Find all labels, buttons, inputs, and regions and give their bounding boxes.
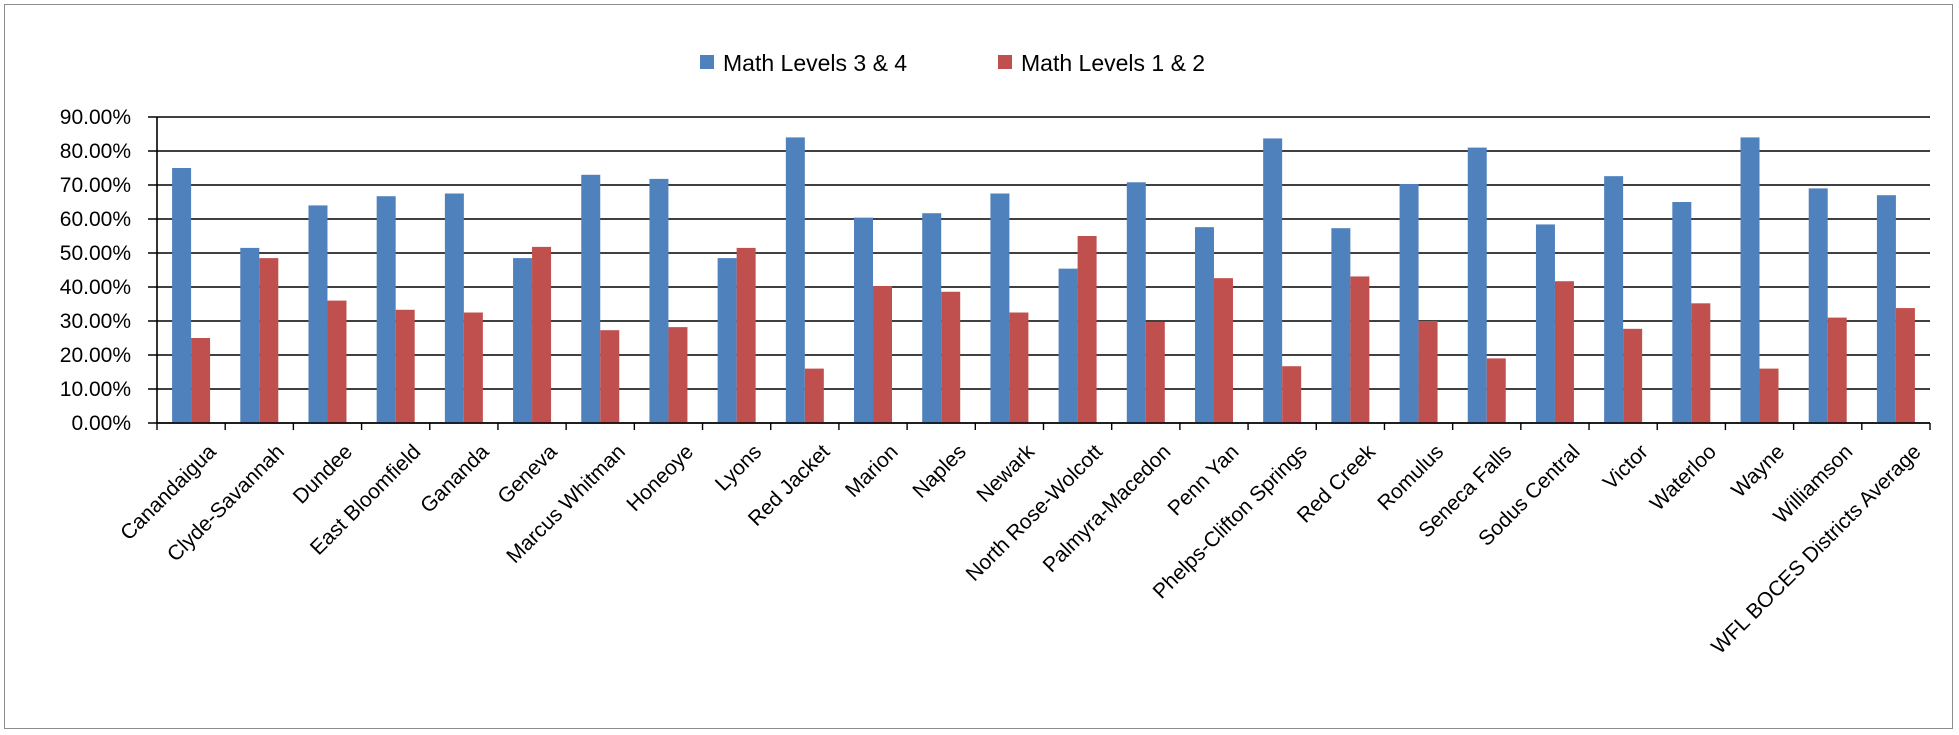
bar-levels-3-4 (1331, 228, 1351, 423)
bar-levels-1-2 (668, 327, 688, 423)
bar-levels-1-2 (1827, 317, 1847, 423)
bar-levels-3-4 (1194, 227, 1214, 423)
x-category-label: Geneva (493, 440, 561, 508)
bar-levels-1-2 (1895, 308, 1915, 423)
y-tick-label: 90.00% (60, 106, 131, 129)
bar-levels-1-2 (941, 291, 961, 423)
bar-levels-3-4 (513, 258, 533, 423)
legend: Math Levels 3 & 4 Math Levels 1 & 2 (700, 50, 1205, 76)
bar-levels-3-4 (1399, 183, 1419, 423)
x-category-label: Gananda (416, 440, 494, 518)
bar-levels-3-4 (854, 217, 874, 423)
bar-levels-1-2 (1009, 312, 1029, 423)
bar-levels-1-2 (600, 330, 620, 423)
x-category-label: Palmyra-Macedon (1039, 440, 1176, 577)
legend-swatch (998, 55, 1012, 69)
y-tick-label: 40.00% (60, 276, 131, 299)
y-tick-label: 70.00% (60, 174, 131, 197)
legend-label: Math Levels 3 & 4 (723, 50, 907, 76)
bar-levels-1-2 (873, 285, 893, 423)
bar-levels-1-2 (395, 309, 415, 423)
bar-levels-3-4 (172, 168, 192, 423)
x-category-label: Naples (908, 440, 970, 502)
bar-levels-3-4 (444, 193, 464, 423)
y-tick-label: 60.00% (60, 208, 131, 231)
bar-levels-1-2 (1486, 358, 1506, 423)
bar-levels-3-4 (1604, 176, 1624, 423)
x-category-label: Newark (972, 440, 1039, 507)
axes (156, 117, 1931, 430)
bar-levels-1-2 (1554, 281, 1574, 423)
bar-levels-3-4 (1808, 188, 1828, 423)
bar-levels-1-2 (1759, 368, 1779, 423)
bar-levels-1-2 (1623, 328, 1643, 423)
y-tick-label: 10.00% (60, 378, 131, 401)
y-tick-label: 50.00% (60, 242, 131, 265)
bar-levels-3-4 (649, 178, 669, 423)
bar-levels-3-4 (717, 258, 737, 423)
bar-levels-1-2 (804, 368, 824, 423)
bar-levels-3-4 (1535, 224, 1555, 423)
bar-levels-1-2 (1691, 303, 1711, 423)
bar-levels-3-4 (240, 247, 260, 423)
x-category-label: Honeoye (622, 440, 698, 516)
bar-levels-3-4 (1876, 195, 1896, 423)
x-category-label: Waterloo (1646, 440, 1721, 515)
bar-levels-1-2 (532, 246, 552, 423)
x-category-label: Marion (841, 440, 903, 502)
x-category-label: Wayne (1727, 440, 1789, 502)
x-category-label: Marcus Whitman (502, 440, 630, 568)
bar-levels-3-4 (785, 137, 805, 423)
gridlines (148, 116, 1930, 424)
bar-levels-1-2 (736, 247, 756, 423)
bar-levels-1-2 (463, 312, 483, 423)
bar-levels-1-2 (1077, 236, 1097, 423)
legend-swatch (700, 55, 714, 69)
bars (172, 137, 1915, 424)
bar-levels-1-2 (1145, 322, 1165, 423)
legend-label: Math Levels 1 & 2 (1021, 50, 1205, 76)
bar-levels-1-2 (259, 258, 279, 423)
bar-levels-1-2 (1418, 321, 1438, 423)
y-tick-label: 30.00% (60, 310, 131, 333)
bar-levels-3-4 (990, 193, 1010, 423)
bar-levels-3-4 (1740, 137, 1760, 423)
y-tick-label: 0.00% (71, 412, 131, 435)
bar-levels-3-4 (1126, 182, 1146, 423)
bar-levels-3-4 (1467, 147, 1487, 423)
bar-levels-1-2 (327, 300, 347, 423)
y-axis-tick-labels: 0.00% 10.00% 20.00% 30.00% 40.00% 50.00% 60.00… (60, 106, 131, 435)
y-tick-label: 20.00% (60, 344, 131, 367)
bar-levels-1-2 (1350, 276, 1370, 423)
bar-levels-3-4 (1263, 138, 1283, 424)
x-category-label: Victor (1599, 440, 1653, 494)
bar-levels-3-4 (376, 196, 396, 423)
bar-levels-3-4 (922, 213, 942, 423)
bar-levels-1-2 (1282, 366, 1302, 423)
x-category-label: Clyde-Savannah (163, 440, 289, 566)
bar-levels-3-4 (308, 205, 328, 423)
y-tick-label: 80.00% (60, 140, 131, 163)
bar-levels-1-2 (1213, 278, 1233, 423)
x-category-label: Lyons (711, 440, 766, 495)
bar-levels-3-4 (1672, 202, 1692, 423)
bar-levels-1-2 (191, 338, 211, 423)
bar-levels-3-4 (581, 174, 601, 423)
bar-levels-3-4 (1058, 268, 1078, 423)
x-category-label: Dundee (289, 440, 357, 508)
